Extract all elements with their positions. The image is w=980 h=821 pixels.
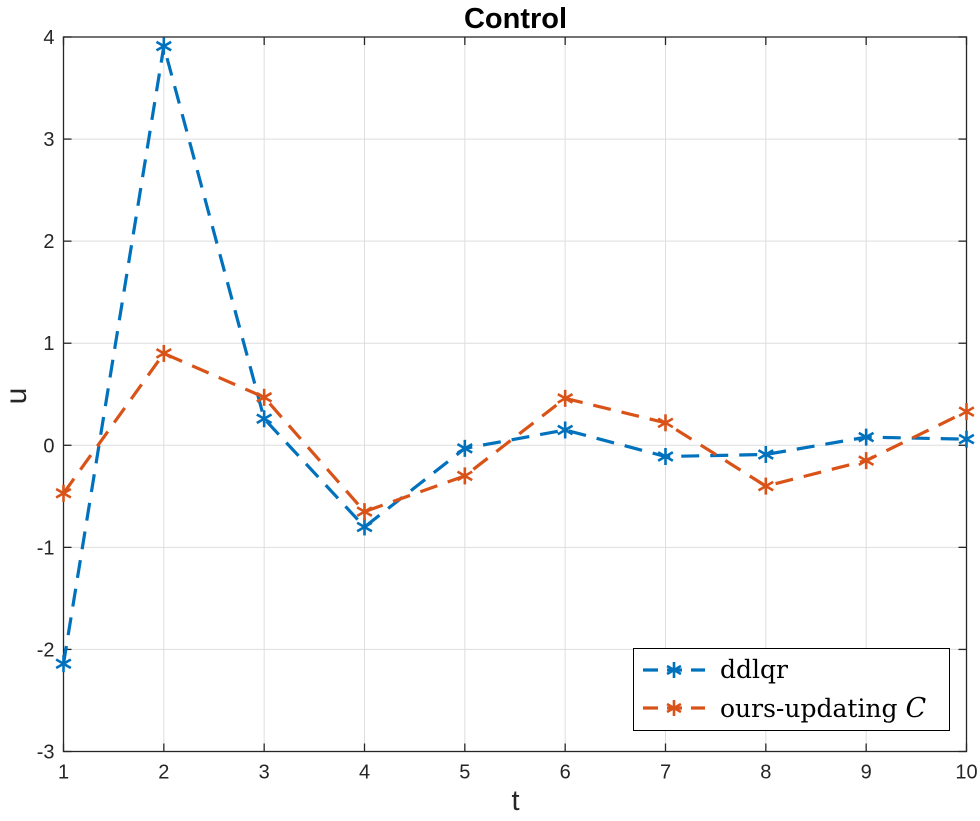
- data-marker-ddlqr: [356, 518, 373, 536]
- marker-spoke: [356, 521, 373, 533]
- x-tick-label: 8: [760, 762, 771, 784]
- legend-label-ours-prefix: ours-updating: [720, 693, 898, 723]
- data-marker-ddlqr: [657, 448, 674, 466]
- marker-spoke: [657, 451, 674, 462]
- legend-label-ddlqr: ddlqr: [720, 655, 788, 685]
- data-marker-ours-updating: [557, 389, 574, 407]
- data-marker-ours-updating: [757, 477, 774, 495]
- series-line-ddlqr: [61, 45, 967, 664]
- data-marker-ours-updating: [858, 452, 875, 470]
- data-marker-ddlqr: [757, 445, 774, 463]
- data-marker-ddlqr: [958, 430, 975, 448]
- y-tick-label: -2: [37, 639, 55, 661]
- marker-spoke: [858, 455, 875, 466]
- data-marker-ours-updating: [256, 388, 273, 406]
- y-tick-label: -3: [37, 742, 55, 764]
- data-marker-ours-updating: [456, 467, 473, 485]
- legend-marker: [666, 661, 682, 678]
- x-tick-label: 6: [560, 762, 571, 784]
- data-marker-ddlqr: [557, 421, 574, 439]
- data-marker-ddlqr: [55, 655, 72, 673]
- marker-spoke: [356, 506, 373, 518]
- data-marker-ddlqr: [256, 410, 273, 428]
- marker-spoke: [557, 424, 574, 436]
- y-tick-label: 4: [43, 27, 54, 49]
- marker-spoke: [666, 703, 682, 714]
- y-tick-label: -1: [37, 537, 55, 559]
- data-marker-ddlqr: [155, 37, 172, 55]
- x-tick-label: 10: [955, 762, 977, 784]
- legend-marker: [666, 700, 682, 717]
- marker-spoke: [958, 406, 975, 417]
- x-tick-label: 1: [58, 762, 69, 784]
- x-tick-label: 4: [359, 762, 370, 784]
- marker-spoke: [657, 417, 674, 429]
- legend: ddlqr ours-updating C: [633, 648, 950, 731]
- marker-spoke: [757, 480, 774, 492]
- y-tick-label: 1: [43, 333, 54, 355]
- x-tick-label: 7: [660, 762, 671, 784]
- data-marker-ours-updating: [55, 484, 72, 502]
- x-tick-label: 3: [259, 762, 270, 784]
- legend-entry-ours-updating: ours-updating C: [642, 693, 949, 724]
- marker-spoke: [958, 433, 975, 445]
- data-marker-ours-updating: [958, 403, 975, 421]
- legend-line-sample-ddlqr: [643, 661, 705, 678]
- legend-label-ours-updating: ours-updating C: [720, 693, 926, 724]
- data-marker-ours-updating: [657, 414, 674, 432]
- legend-line-sample-ours-updating: [643, 700, 705, 717]
- legend-label-script-c-symbol: C: [905, 692, 927, 724]
- marker-spoke: [456, 442, 473, 454]
- y-tick-label: 2: [43, 231, 54, 253]
- y-tick-label: 0: [43, 435, 54, 457]
- marker-spoke: [155, 348, 172, 359]
- marker-spoke: [256, 413, 273, 425]
- x-tick-label: 9: [861, 762, 872, 784]
- legend-entry-ddlqr: ddlqr: [642, 655, 949, 684]
- data-marker-ddlqr: [858, 428, 875, 446]
- x-tick-label: 5: [459, 762, 470, 784]
- marker-spoke: [55, 658, 72, 670]
- y-axis-label: u: [0, 387, 33, 405]
- data-marker-ddlqr: [456, 439, 473, 457]
- marker-spoke: [155, 40, 172, 52]
- marker-spoke: [55, 487, 72, 499]
- marker-spoke: [757, 449, 774, 460]
- data-marker-ours-updating: [155, 344, 172, 362]
- marker-spoke: [557, 392, 574, 404]
- x-tick-label: 2: [158, 762, 169, 784]
- marker-spoke: [858, 431, 875, 443]
- chart-title: Control: [463, 3, 568, 35]
- marker-spoke: [456, 470, 473, 482]
- y-tick-label: 3: [43, 129, 54, 151]
- series-line-ours-updating: [62, 351, 968, 514]
- marker-spoke: [666, 664, 682, 675]
- x-axis-label: t: [511, 785, 520, 817]
- data-marker-ours-updating: [356, 503, 373, 521]
- axes-box: [62, 36, 968, 753]
- marker-spoke: [256, 391, 273, 403]
